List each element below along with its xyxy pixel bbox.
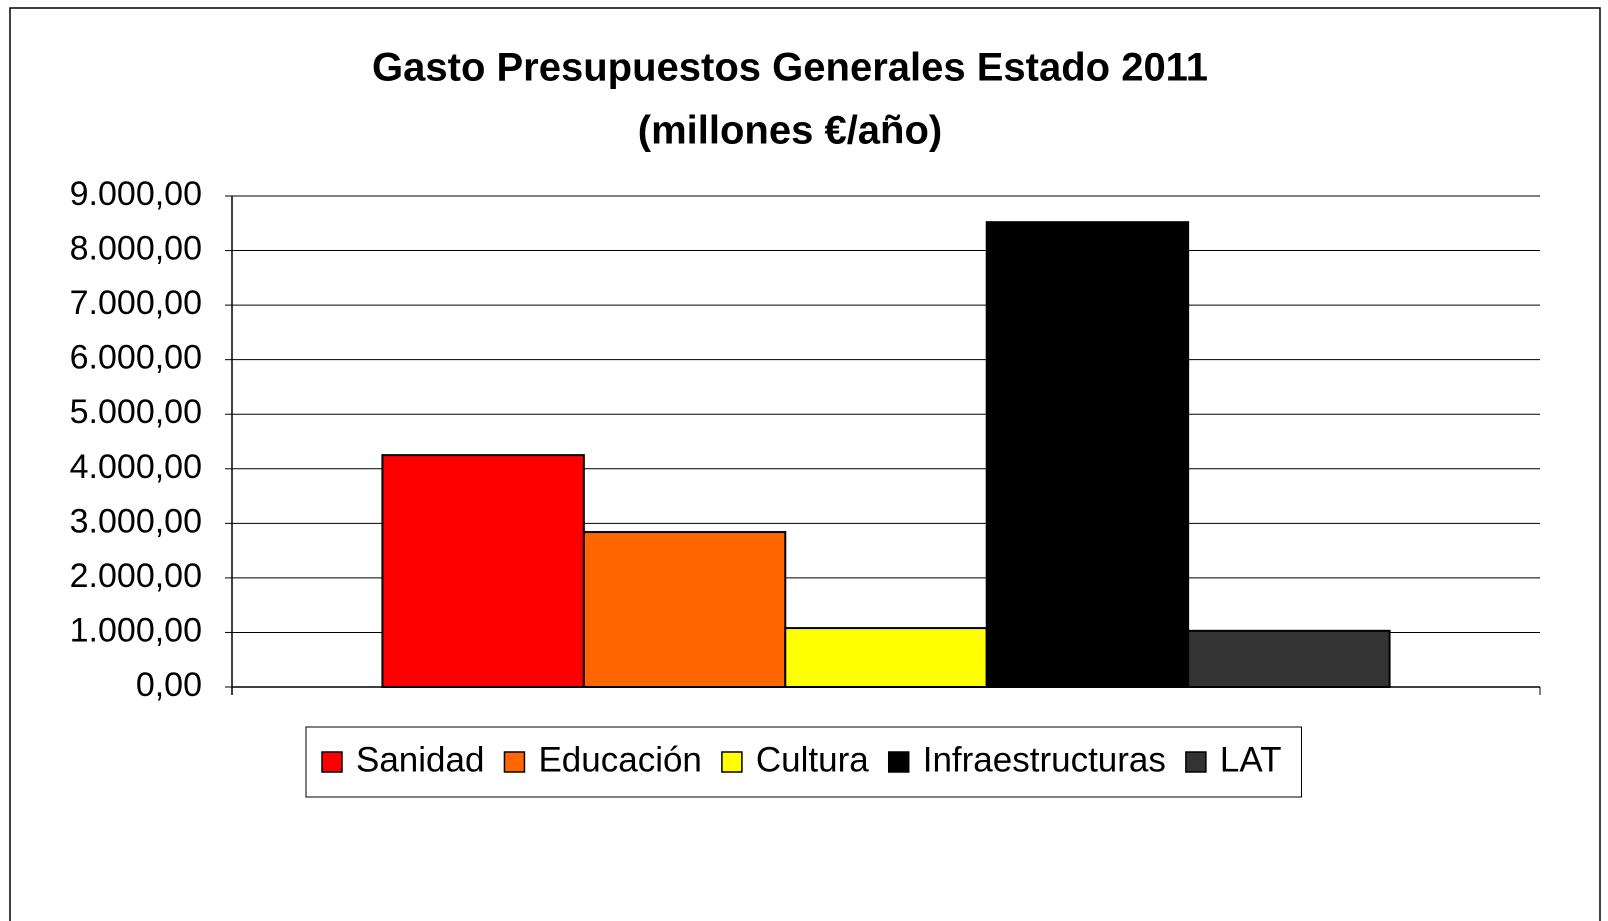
legend-label: Sanidad	[356, 740, 484, 779]
legend-swatch	[1185, 751, 1207, 773]
legend-label: Infraestructuras	[923, 740, 1166, 779]
legend-label: Educación	[538, 740, 701, 779]
chart-title: Gasto Presupuestos Generales Estado 2011	[372, 46, 1208, 90]
y-tick-label: 6.000,00	[70, 339, 202, 377]
y-tick-label: 5.000,00	[70, 393, 202, 431]
bar	[1187, 629, 1391, 689]
y-tick-label: 7.000,00	[70, 284, 202, 322]
legend-swatch	[887, 751, 910, 773]
legend-box	[305, 726, 1302, 798]
y-tick-label: 4.000,00	[70, 448, 202, 486]
y-tick-label: 3.000,00	[70, 502, 202, 540]
legend-label: Cultura	[756, 740, 869, 779]
legend-swatch	[503, 751, 526, 773]
bar	[784, 627, 988, 689]
bar	[381, 454, 585, 688]
legend-swatch	[721, 751, 743, 773]
y-tick-label: 9.000,00	[70, 175, 202, 213]
y-tick-label: 0,00	[136, 666, 202, 704]
legend-label: LAT	[1220, 740, 1282, 779]
y-tick-label: 8.000,00	[70, 230, 202, 268]
legend-swatch	[321, 751, 343, 773]
y-tick-label: 1.000,00	[70, 611, 202, 649]
y-tick-label: 2.000,00	[70, 557, 202, 595]
bar	[582, 531, 787, 688]
chart-subtitle: (millones €/año)	[638, 109, 943, 153]
bar	[985, 221, 1190, 688]
